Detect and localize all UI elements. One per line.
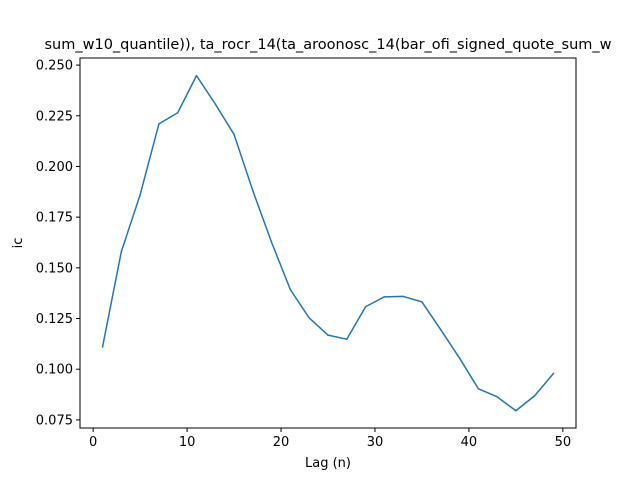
data-point xyxy=(158,123,160,125)
data-point xyxy=(439,328,442,331)
data-point xyxy=(139,194,141,196)
y-tick-label: 0.225 xyxy=(36,109,73,124)
x-tick-label: 50 xyxy=(555,435,572,450)
x-tick-label: 20 xyxy=(273,435,290,450)
data-point xyxy=(233,133,235,136)
data-point xyxy=(552,372,555,375)
data-point xyxy=(308,317,310,319)
data-point xyxy=(214,103,217,105)
data-point xyxy=(289,288,292,291)
data-point xyxy=(270,241,273,244)
data-point xyxy=(101,346,104,348)
data-point xyxy=(327,334,329,336)
y-tick-label: 0.175 xyxy=(36,211,73,226)
y-tick-label: 0.100 xyxy=(36,363,73,378)
series-layer xyxy=(101,74,555,412)
data-point xyxy=(533,395,536,397)
x-tick-label: 40 xyxy=(461,435,478,450)
y-tick-label: 0.075 xyxy=(36,413,73,428)
chart-title: sum_w10_quantile)), ta_rocr_14(ta_aroono… xyxy=(44,37,611,53)
ticks-layer: 0 10 20 30 40 50 0.075 0.100 0.125 0.150 0.175 0.20… xyxy=(36,59,571,450)
data-point xyxy=(402,295,404,298)
y-tick-label: 0.125 xyxy=(36,312,73,327)
data-point xyxy=(496,396,498,398)
data-point xyxy=(458,357,461,359)
plot-area-frame xyxy=(79,57,577,429)
data-point xyxy=(252,190,254,192)
y-tick-label: 0.250 xyxy=(36,59,73,74)
data-point xyxy=(515,410,517,412)
y-axis-label: ic xyxy=(11,238,26,249)
x-tick-label: 0 xyxy=(89,435,97,450)
y-tick-label: 0.200 xyxy=(36,160,73,175)
data-point xyxy=(383,296,386,298)
series-line xyxy=(101,74,555,412)
x-axis-label: Lag (n) xyxy=(305,456,351,471)
data-point xyxy=(477,387,480,390)
data-point xyxy=(195,74,198,77)
data-point xyxy=(421,301,423,303)
x-tick-label: 10 xyxy=(179,435,196,450)
x-tick-label: 30 xyxy=(367,435,384,450)
data-point xyxy=(364,306,367,308)
data-point xyxy=(120,250,123,253)
y-tick-label: 0.150 xyxy=(36,261,73,276)
data-point xyxy=(176,111,179,114)
data-point xyxy=(346,338,348,340)
